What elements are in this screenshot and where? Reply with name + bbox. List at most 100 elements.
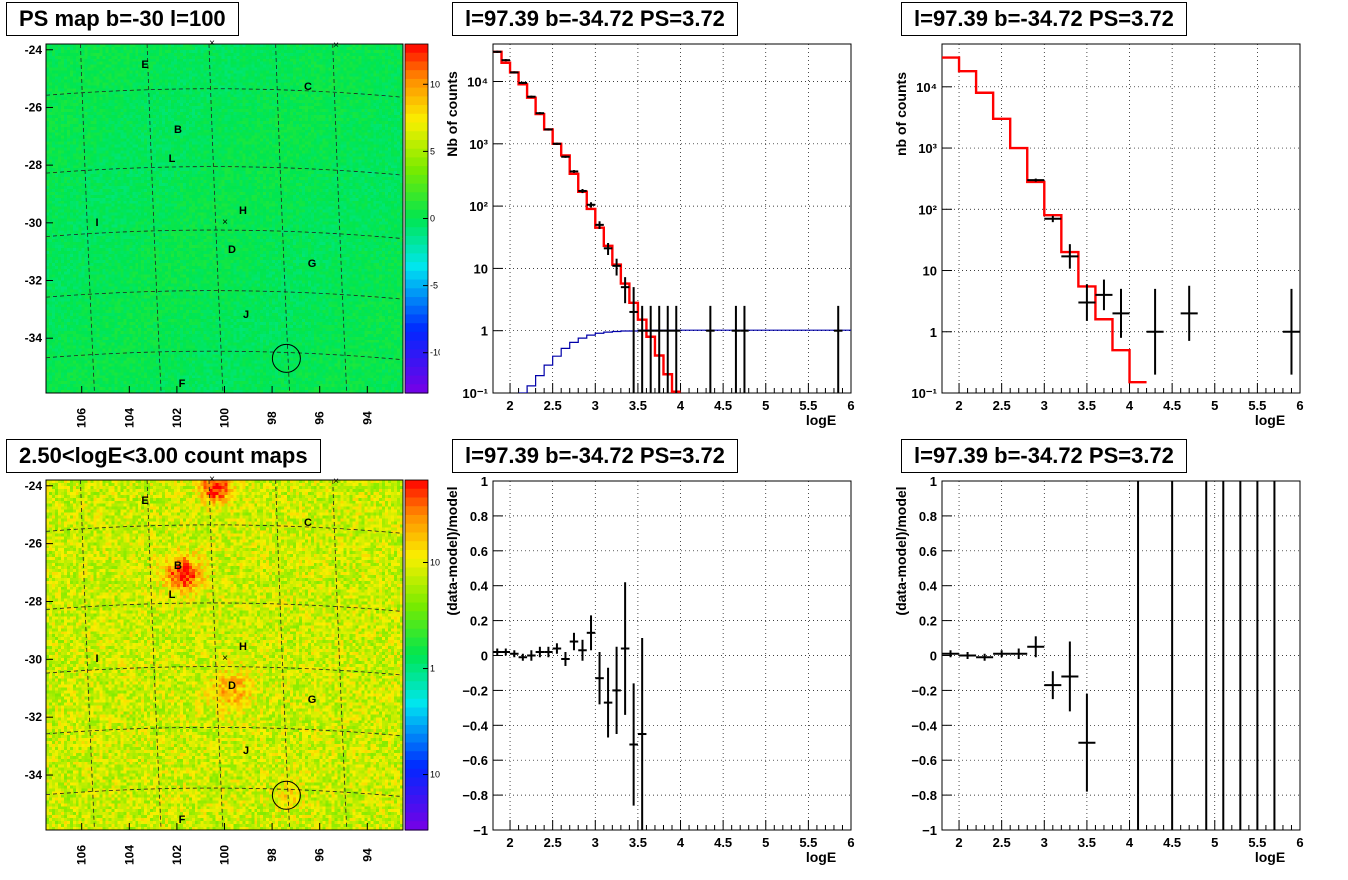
colorbar-step xyxy=(405,523,428,534)
grid-curve-lon xyxy=(275,479,291,831)
data-point xyxy=(1282,288,1300,375)
y-axis-label: nb of counts xyxy=(893,72,909,156)
colorbar-step xyxy=(405,87,428,97)
colorbar-step xyxy=(405,663,428,674)
data-point xyxy=(595,221,604,229)
y-tick-label: 1 xyxy=(481,474,488,489)
y-tick-label: 1 xyxy=(930,474,937,489)
x-tick-label: 4 xyxy=(677,835,685,850)
colorbar-step xyxy=(405,70,428,80)
data-point xyxy=(1273,481,1276,830)
cross-marker: × xyxy=(333,40,339,51)
x-tick-label: 3 xyxy=(1041,835,1048,850)
y-tick-label: 10² xyxy=(918,202,937,217)
plot-area xyxy=(493,50,851,393)
data-point xyxy=(535,112,545,115)
colorbar-step xyxy=(405,550,428,560)
panel-residual-2: 2 2.5 3 3.5 4 4.5 5 5.5 6 1 0.8 0.6 0.4 0.2 0 −0.2 −0.4 −… xyxy=(889,437,1348,875)
colorbar-step xyxy=(405,323,428,333)
colorbar-tick-label: 10 xyxy=(430,558,440,568)
colorbar-step xyxy=(405,105,428,115)
data-point xyxy=(1137,481,1140,830)
x-tick-label: 5 xyxy=(762,398,769,413)
data-point xyxy=(1078,693,1096,792)
x-tick-label: 2 xyxy=(955,398,962,413)
source-label: J xyxy=(243,309,249,321)
y-tick-label: -26 xyxy=(25,100,43,114)
y-tick-label: −0.6 xyxy=(462,753,488,768)
data-point xyxy=(1010,648,1028,659)
grid xyxy=(493,44,852,394)
chart-svg: 2 2.5 3 3.5 4 4.5 5 5.5 6 10⁻¹ 1 10 10² 10³ 10⁴ logE Nb … xyxy=(444,43,855,428)
data-point xyxy=(493,50,502,53)
y-tick-label: 0.2 xyxy=(919,614,937,629)
coordinate-grid xyxy=(45,43,404,394)
y-tick-label: −1 xyxy=(922,823,937,838)
data-point xyxy=(1256,481,1259,830)
y-tick-label: 0.8 xyxy=(919,509,937,524)
data-point xyxy=(1061,244,1079,269)
colorbar-step xyxy=(405,585,428,595)
data-point xyxy=(510,650,519,658)
grid-curve-lon xyxy=(208,479,224,831)
grid-curve-lat xyxy=(45,726,404,737)
y-tick-label: 10⁻¹ xyxy=(462,386,488,401)
source-label: B xyxy=(174,560,182,572)
x-axis-label: logE xyxy=(1255,849,1285,865)
y-tick-label: 10⁻¹ xyxy=(911,386,937,401)
model-histogram xyxy=(493,50,681,393)
colorbar-step xyxy=(405,262,428,272)
colorbar-tick-label: 1 xyxy=(430,664,435,674)
y-axis-label: (data-model)/model xyxy=(444,486,460,615)
grid-curve-lat xyxy=(45,350,404,361)
x-tick-label: 3.5 xyxy=(1078,398,1096,413)
data-point xyxy=(544,646,553,658)
grid-curve-lon xyxy=(146,479,162,831)
y-tick-label: -26 xyxy=(25,537,43,551)
colorbar-step xyxy=(405,611,428,621)
data-point xyxy=(569,632,579,651)
source-label: D xyxy=(228,244,236,256)
y-tick-label: 1 xyxy=(481,324,488,339)
colorbar-tick-label: -5 xyxy=(430,281,438,291)
cross-marker: × xyxy=(209,474,215,485)
source-label: F xyxy=(179,814,186,826)
x-tick-label: 5 xyxy=(762,835,769,850)
grid-curve-lon xyxy=(80,479,95,831)
x-tick-label: 100 xyxy=(218,845,232,865)
cross-marker: × xyxy=(222,217,228,228)
colorbar-step xyxy=(405,602,428,612)
colorbar-step xyxy=(405,532,428,542)
y-tick-label: −0.8 xyxy=(911,788,937,803)
colorbar-tick-label: -10 xyxy=(430,348,440,358)
data-point xyxy=(1027,178,1045,182)
x-tick-label: 2 xyxy=(506,835,513,850)
colorbar-step xyxy=(405,157,428,167)
colorbar-step xyxy=(405,366,428,377)
colorbar-step xyxy=(405,576,428,586)
efficiency-histogram xyxy=(518,329,851,393)
colorbar-step xyxy=(405,733,428,744)
colorbar-step xyxy=(405,506,428,516)
y-tick-label: -28 xyxy=(25,158,43,172)
source-label: L xyxy=(169,153,176,165)
colorbar-step xyxy=(405,52,428,63)
data-point xyxy=(578,639,587,661)
colorbar: 10 1 10⁻¹ xyxy=(404,479,448,831)
data-point xyxy=(1027,636,1045,658)
data-point xyxy=(654,305,664,393)
colorbar-step xyxy=(405,244,428,254)
colorbar-step xyxy=(405,725,428,735)
colorbar-step xyxy=(405,122,428,132)
grid xyxy=(493,480,852,831)
colorbar-step xyxy=(405,131,428,141)
x-tick-label: 4.5 xyxy=(1163,398,1181,413)
data-point xyxy=(527,95,536,98)
grid-curve-lat xyxy=(45,666,404,676)
y-tick-label: 10 xyxy=(474,261,488,276)
y-tick-label: 0.4 xyxy=(470,579,489,594)
colorbar-step xyxy=(405,742,428,752)
colorbar-step xyxy=(405,480,428,490)
x-tick-label: 94 xyxy=(360,411,374,425)
x-tick-label: 2.5 xyxy=(544,835,562,850)
